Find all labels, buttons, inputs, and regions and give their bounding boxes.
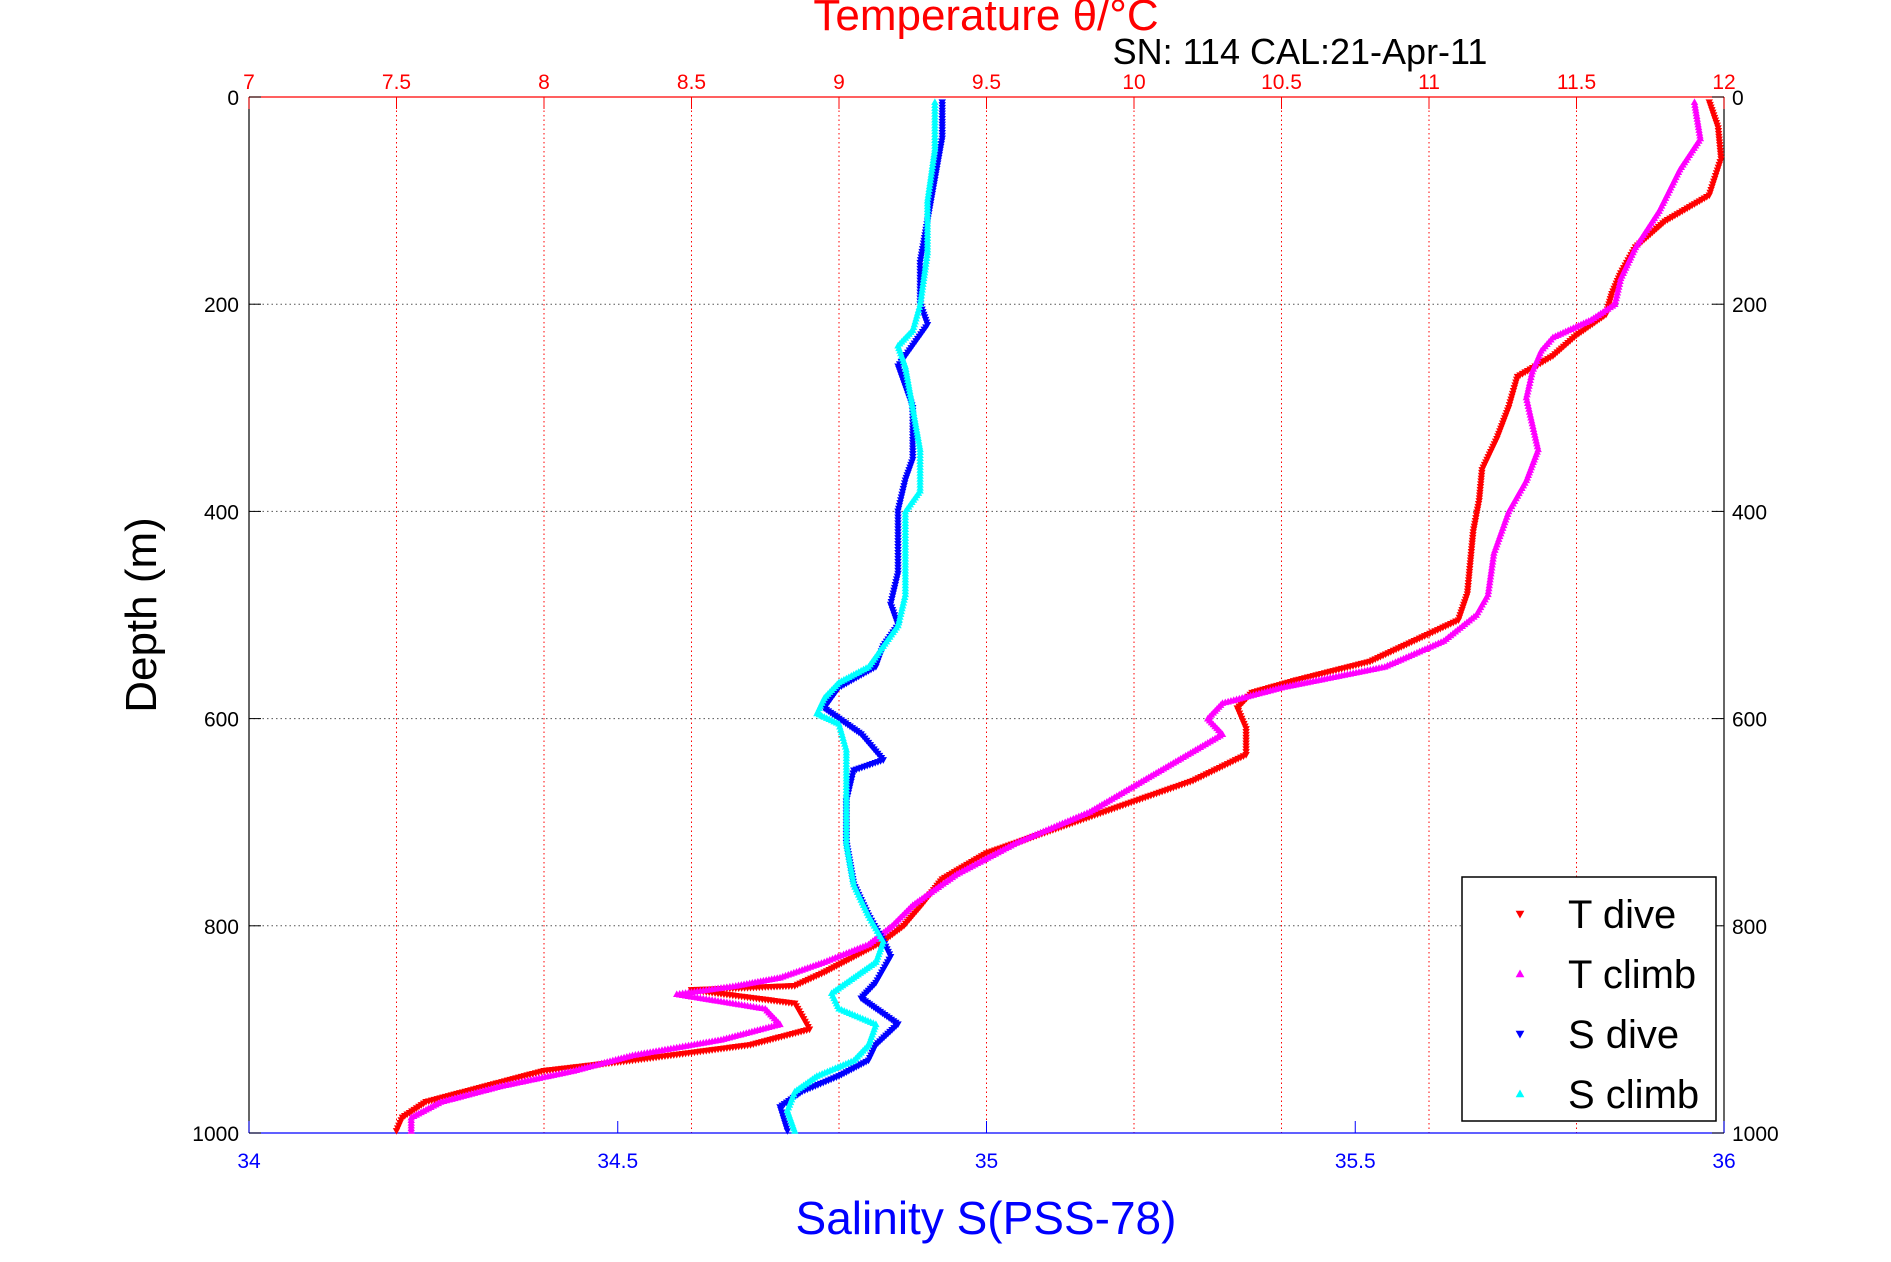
right-tick-label: 1000	[1732, 1123, 1779, 1146]
data-point	[407, 1127, 415, 1134]
top-tick-label: 8.5	[677, 71, 706, 94]
right-tick-label: 800	[1732, 916, 1767, 939]
top-tick-label: 9	[833, 71, 845, 94]
tick-labels: 7 7.5 8 8.5 9 9.5 10 10.5 11 11.5 12 34 34.5 35 35.5 36…	[192, 71, 1778, 1173]
legend-marker	[1515, 1030, 1525, 1039]
top-tick-label: 8	[538, 71, 550, 94]
legend-marker	[1515, 1089, 1525, 1098]
top-tick-label: 10	[1122, 71, 1145, 94]
bottom-tick-label: 35.5	[1335, 1150, 1376, 1173]
bottom-axis-title: Salinity S(PSS-78)	[796, 1192, 1177, 1244]
top-tick-label: 12	[1712, 71, 1735, 94]
top-axis-title: Temperature θ/°C	[813, 0, 1158, 40]
top-tick-label: 10.5	[1261, 71, 1302, 94]
left-tick-label: 600	[204, 709, 239, 732]
data-point	[791, 1127, 799, 1134]
series-t-dive	[392, 99, 1725, 1135]
left-tick-label: 0	[227, 87, 239, 110]
legend-marker	[1515, 969, 1525, 978]
legend-label: S climb	[1568, 1073, 1699, 1117]
bottom-tick-label: 34.5	[597, 1150, 638, 1173]
legend-marker	[1515, 910, 1525, 919]
left-tick-label: 800	[204, 916, 239, 939]
right-tick-label: 0	[1732, 87, 1744, 110]
data-point	[392, 1128, 401, 1135]
axes	[248, 96, 1725, 1134]
legend-label: T climb	[1568, 953, 1696, 997]
left-tick-label: 400	[204, 501, 239, 524]
bottom-tick-label: 34	[237, 1150, 261, 1173]
right-tick-label: 200	[1732, 294, 1767, 317]
data-series	[392, 98, 1725, 1135]
right-tick-label: 600	[1732, 709, 1767, 732]
bottom-tick-label: 36	[1712, 1150, 1735, 1173]
bottom-tick-label: 35	[975, 1150, 998, 1173]
right-tick-label: 400	[1732, 501, 1767, 524]
top-tick-label: 9.5	[972, 71, 1001, 94]
top-tick-label: 7.5	[382, 71, 411, 94]
chart-subtitle: SN: 114 CAL:21-Apr-11	[1113, 31, 1488, 72]
legend-label: T dive	[1568, 893, 1676, 937]
series-t-climb	[407, 98, 1705, 1134]
series-s-climb	[783, 98, 939, 1134]
left-tick-label: 200	[204, 294, 239, 317]
left-tick-label: 1000	[192, 1123, 239, 1146]
legend-box	[1461, 876, 1717, 1122]
legend-label: S dive	[1568, 1013, 1679, 1057]
top-tick-label: 7	[243, 71, 255, 94]
y-axis-title: Depth (m)	[117, 517, 166, 713]
top-tick-label: 11	[1418, 71, 1440, 94]
top-tick-label: 11.5	[1557, 71, 1596, 94]
data-point	[783, 1128, 792, 1135]
legend: T dive T climb S dive S climb	[1461, 876, 1717, 1122]
